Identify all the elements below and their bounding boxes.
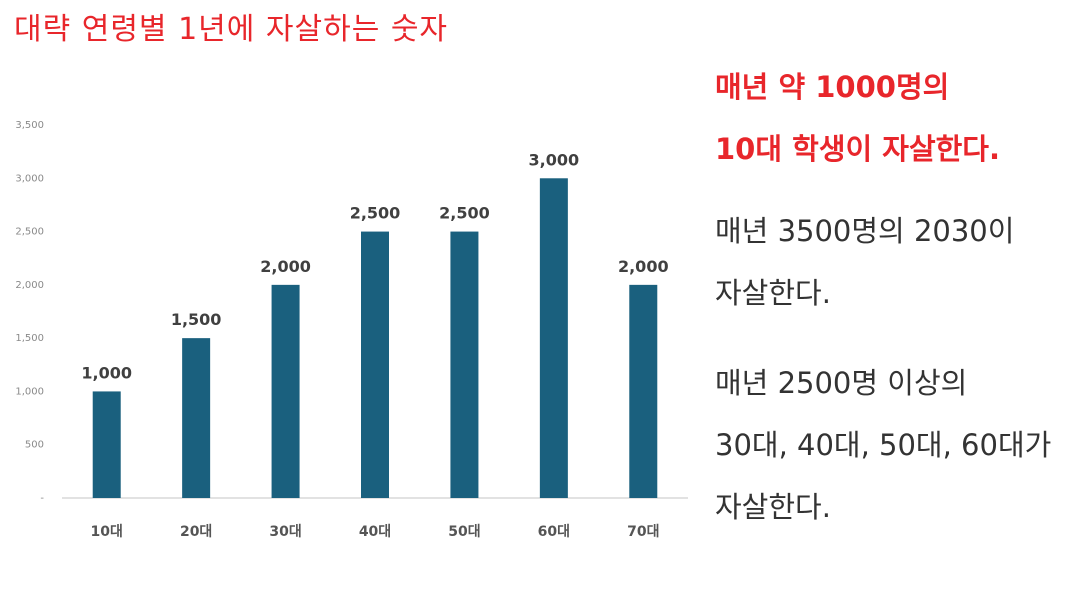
headline-line-1: 매년 약 1000명의 <box>715 70 950 104</box>
data-label: 1,000 <box>81 363 132 382</box>
bar <box>361 231 389 499</box>
bar-chart-svg: - 500 1,000 1,500 2,000 2,500 3,000 3,500 1,000 1… <box>15 120 688 540</box>
y-tick-label: 3,000 <box>15 173 44 184</box>
bar <box>450 231 479 499</box>
y-tick-label: - <box>40 493 44 504</box>
slide-title: 대략 연령별 1년에 자살하는 숫자 <box>14 12 449 47</box>
y-tick-label: 500 <box>25 440 44 451</box>
paragraph-30-60-line-2: 30대, 40대, 50대, 60대가 <box>715 428 1052 462</box>
bar <box>92 391 121 498</box>
y-tick-label: 2,500 <box>15 227 44 238</box>
bar <box>539 178 568 498</box>
x-tick-label: 50대 <box>448 524 480 540</box>
headline-line-2: 10대 학생이 자살한다. <box>715 132 1001 166</box>
x-tick-label: 30대 <box>269 524 301 540</box>
x-tick-label: 60대 <box>538 524 570 540</box>
bar <box>629 284 658 498</box>
paragraph-2030-line-1: 매년 3500명의 2030이 <box>715 214 1015 248</box>
bar <box>271 284 300 498</box>
data-label: 2,500 <box>439 204 490 223</box>
paragraph-2030: 매년 3500명의 2030이 자살한다. <box>715 200 1070 324</box>
side-text: 매년 약 1000명의 10대 학생이 자살한다. 매년 3500명의 2030… <box>715 56 1070 538</box>
x-tick-label: 20대 <box>180 524 212 540</box>
data-label: 2,500 <box>350 204 401 223</box>
bar-chart: - 500 1,000 1,500 2,000 2,500 3,000 3,500 1,000 1… <box>0 100 700 570</box>
y-tick-label: 1,500 <box>15 333 44 344</box>
paragraph-30-60-line-3: 자살한다. <box>715 490 831 524</box>
y-tick-label: 2,000 <box>15 280 44 291</box>
paragraph-30-60-line-1: 매년 2500명 이상의 <box>715 366 968 400</box>
y-tick-label: 1,000 <box>15 386 44 397</box>
data-label: 3,000 <box>529 150 580 169</box>
paragraph-2030-line-2: 자살한다. <box>715 276 831 310</box>
x-tick-label: 70대 <box>627 524 659 540</box>
headline: 매년 약 1000명의 10대 학생이 자살한다. <box>715 56 1070 180</box>
x-tick-label: 40대 <box>359 524 391 540</box>
data-label: 2,000 <box>260 257 311 276</box>
bar <box>182 338 211 498</box>
data-label: 2,000 <box>618 257 669 276</box>
x-tick-label: 10대 <box>91 524 123 540</box>
paragraph-30-60: 매년 2500명 이상의 30대, 40대, 50대, 60대가 자살한다. <box>715 352 1070 538</box>
y-tick-label: 3,500 <box>15 120 44 131</box>
data-label: 1,500 <box>171 310 222 329</box>
